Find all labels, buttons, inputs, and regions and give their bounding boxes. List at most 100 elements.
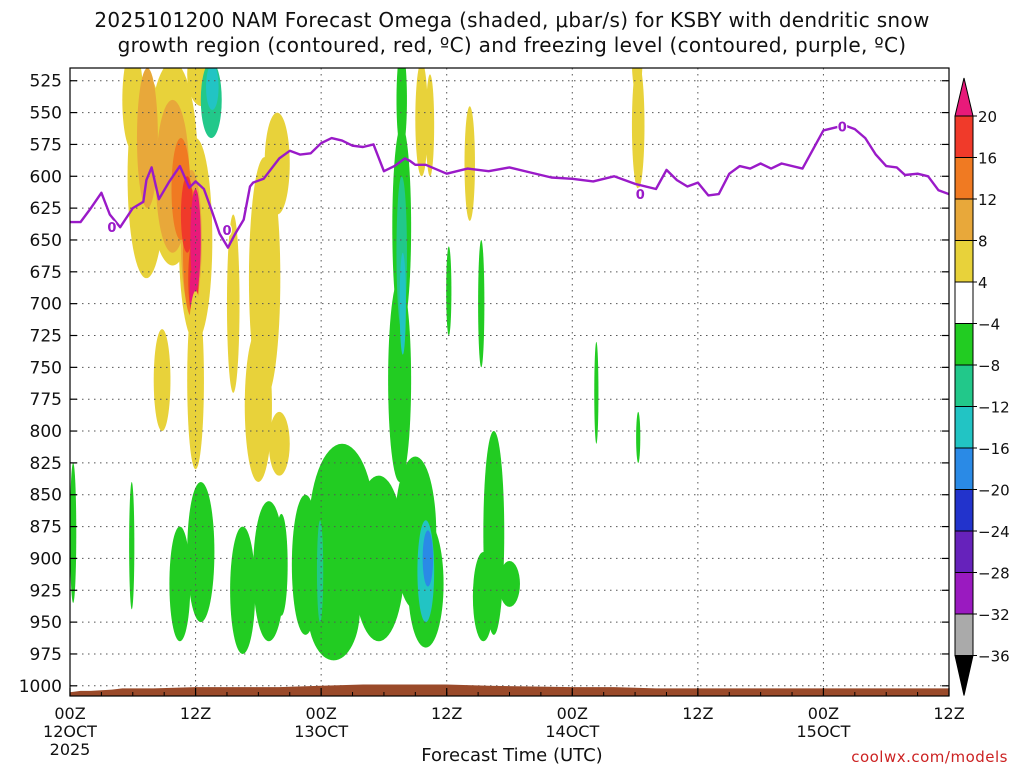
colorbar-label: −4 bbox=[978, 316, 1000, 334]
x-tick-label-date: 15OCT bbox=[796, 722, 850, 741]
x-axis-label: Forecast Time (UTC) bbox=[421, 745, 603, 766]
x-tick-label-time: 00Z bbox=[54, 704, 85, 723]
colorbar: 20 16 12 8 4 −4 −8 −12 −16 −20 −24 −28 −32 −36 bbox=[954, 77, 1010, 696]
colorbar-label: −24 bbox=[978, 523, 1010, 541]
omega-blob bbox=[594, 341, 599, 444]
x-tick-label-time: 00Z bbox=[808, 704, 839, 723]
colorbar-bin bbox=[954, 489, 974, 532]
colorbar-label: 4 bbox=[978, 274, 988, 292]
freezing-level-line bbox=[70, 124, 949, 249]
y-tick-label: 775 bbox=[30, 390, 62, 410]
freezing-level-label: 0 bbox=[636, 188, 645, 203]
colorbar-label: −20 bbox=[978, 482, 1010, 500]
omega-blob bbox=[129, 481, 135, 610]
colorbar-bin bbox=[954, 240, 974, 283]
x-tick-label-time: 12Z bbox=[682, 704, 713, 723]
freezing-level-label-bg bbox=[221, 222, 232, 237]
omega-blob bbox=[352, 475, 405, 642]
x-tick-label-time: 00Z bbox=[305, 704, 336, 723]
colorbar-label: −36 bbox=[978, 648, 1010, 666]
y-tick-label: 900 bbox=[30, 549, 62, 569]
colorbar-label: −16 bbox=[978, 440, 1010, 458]
colorbar-bin bbox=[954, 198, 974, 241]
colorbar-label: 8 bbox=[978, 233, 988, 251]
omega-blob bbox=[446, 246, 452, 336]
colorbar-bin bbox=[954, 447, 974, 490]
colorbar-bin bbox=[954, 613, 974, 656]
colorbar-label: 12 bbox=[978, 191, 997, 209]
omega-blob bbox=[636, 411, 641, 463]
omega-blob bbox=[265, 138, 277, 240]
y-tick-label: 950 bbox=[30, 613, 62, 633]
colorbar-bin bbox=[954, 530, 974, 573]
omega-blob bbox=[316, 520, 324, 623]
omega-shading bbox=[70, 68, 645, 661]
colorbar-bin bbox=[954, 281, 974, 324]
y-tick-label: 550 bbox=[30, 104, 62, 124]
y-tick-label: 800 bbox=[30, 422, 62, 442]
colorbar-label: −8 bbox=[978, 357, 1000, 375]
freezing-level-contour: 0 0 0 0 bbox=[70, 119, 949, 249]
colorbar-label: −32 bbox=[978, 606, 1010, 624]
omega-blob bbox=[136, 68, 158, 209]
omega-blob bbox=[464, 106, 475, 221]
colorbar-bin bbox=[954, 572, 974, 615]
omega-blob bbox=[70, 462, 77, 604]
freezing-level-label-bg bbox=[106, 220, 117, 235]
omega-blob bbox=[169, 526, 191, 642]
y-tick-label: 725 bbox=[30, 327, 62, 347]
colorbar-bin bbox=[954, 406, 974, 449]
freezing-level-label: 0 bbox=[838, 121, 847, 136]
omega-blob bbox=[632, 68, 643, 94]
colorbar-label: 20 bbox=[978, 108, 997, 126]
omega-blob bbox=[472, 552, 494, 642]
y-tick-label: 675 bbox=[30, 263, 62, 283]
omega-blob bbox=[415, 68, 428, 177]
colorbar-label: −12 bbox=[978, 399, 1010, 417]
y-tick-label: 925 bbox=[30, 581, 62, 601]
colorbar-bin bbox=[954, 157, 974, 200]
omega-blob bbox=[187, 481, 215, 623]
y-tick-label: 700 bbox=[30, 295, 62, 315]
colorbar-bottom-arrow bbox=[954, 655, 974, 696]
y-tick-label: 825 bbox=[30, 454, 62, 474]
colorbar-top-arrow bbox=[954, 77, 974, 117]
y-tick-label: 875 bbox=[30, 518, 62, 538]
y-tick-label: 525 bbox=[30, 72, 62, 92]
colorbar-bin bbox=[954, 364, 974, 407]
colorbar-label: 16 bbox=[978, 150, 997, 168]
omega-blob bbox=[275, 513, 288, 616]
y-tick-label: 575 bbox=[30, 135, 62, 155]
y-axis: 525 550 575 600 625 650 675 700 725 750 775 800 825 8… bbox=[19, 72, 949, 697]
x-tick-label-year: 2025 bbox=[50, 740, 91, 759]
x-tick-label-date: 13OCT bbox=[294, 722, 348, 741]
gridlines bbox=[70, 68, 949, 696]
colorbar-bin bbox=[954, 323, 974, 366]
x-tick-label-time: 12Z bbox=[431, 704, 462, 723]
chart-title-line-2: growth region (contoured, red, ºC) and f… bbox=[117, 33, 907, 57]
colorbar-label: −28 bbox=[978, 565, 1010, 583]
omega-blob bbox=[180, 176, 194, 253]
omega-blob bbox=[230, 526, 256, 654]
omega-blob bbox=[399, 252, 406, 355]
y-tick-label: 650 bbox=[30, 231, 62, 251]
y-tick-label: 1000 bbox=[19, 677, 62, 697]
omega-blob bbox=[499, 560, 520, 607]
x-tick-label-date: 12OCT bbox=[43, 722, 97, 741]
omega-blob bbox=[425, 74, 435, 177]
y-tick-label: 750 bbox=[30, 358, 62, 378]
x-tick-label-date: 14OCT bbox=[545, 722, 599, 741]
x-tick-label-time: 12Z bbox=[933, 704, 964, 723]
omega-blob bbox=[190, 189, 201, 291]
omega-blob bbox=[422, 530, 434, 587]
freezing-level-label: 0 bbox=[107, 221, 116, 236]
omega-blob bbox=[153, 329, 171, 432]
freezing-level-label: 0 bbox=[222, 224, 231, 239]
freezing-level-label-bg bbox=[837, 119, 848, 134]
y-tick-label: 600 bbox=[30, 167, 62, 187]
x-tick-label-time: 12Z bbox=[180, 704, 211, 723]
omega-blob bbox=[268, 411, 290, 476]
omega-blob bbox=[631, 68, 645, 189]
